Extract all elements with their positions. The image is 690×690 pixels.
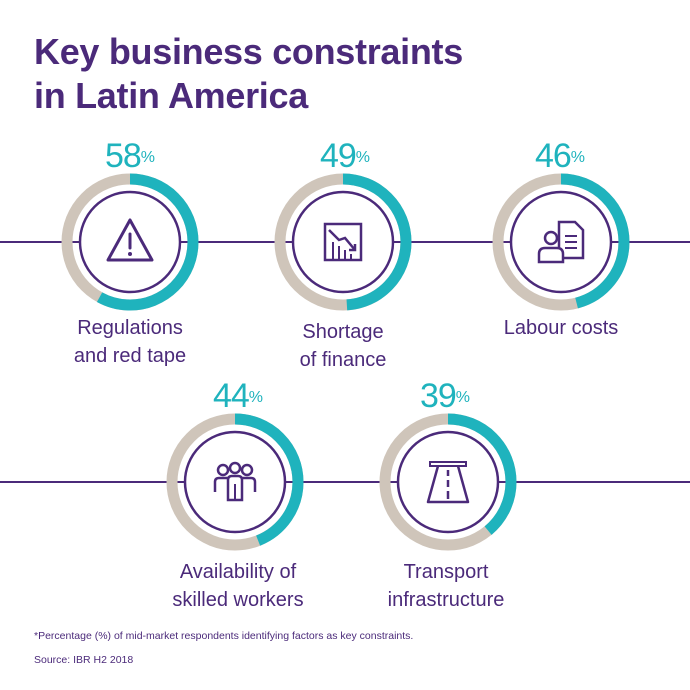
connector-line-bottom [0,481,690,483]
donut-value-arc [379,413,517,551]
donut-finance [273,172,413,312]
warning-icon [90,202,170,282]
donut-value-arc [274,173,412,311]
value-label: 39% [419,377,471,415]
road-icon [408,442,488,522]
value-label: 58% [104,137,156,175]
donut-value-arc [61,173,199,311]
category-label: Transport infrastructure [387,561,505,611]
donut-regulations [60,172,200,312]
title-line-1: Key business constraints [34,31,463,72]
value-label: 49% [319,137,371,175]
donut-value-arc [166,413,304,551]
donut-ring [274,173,412,311]
worker-document-icon [521,202,601,282]
donut-ring [492,173,630,311]
donut-ring [379,413,517,551]
category-label: Shortage of finance [299,321,387,371]
donut-value-arc [492,173,630,311]
category-label: Availability of skilled workers [172,561,304,611]
donut-skilled-workers [165,412,305,552]
declining-chart-icon [303,202,383,282]
donut-transport [378,412,518,552]
category-label: Labour costs [503,317,619,339]
page-title: Key business constraints in Latin Americ… [34,30,634,118]
group-of-people-icon [195,442,275,522]
donut-ring [166,413,304,551]
donut-labour [491,172,631,312]
value-label: 44% [212,377,264,415]
donut-ring [61,173,199,311]
value-label: 46% [534,137,586,175]
title-line-2: in Latin America [34,75,308,116]
source-note: Source: IBR H2 2018 [34,654,134,666]
category-label: Regulations and red tape [73,317,187,367]
footnote: *Percentage (%) of mid-market respondent… [34,630,414,642]
